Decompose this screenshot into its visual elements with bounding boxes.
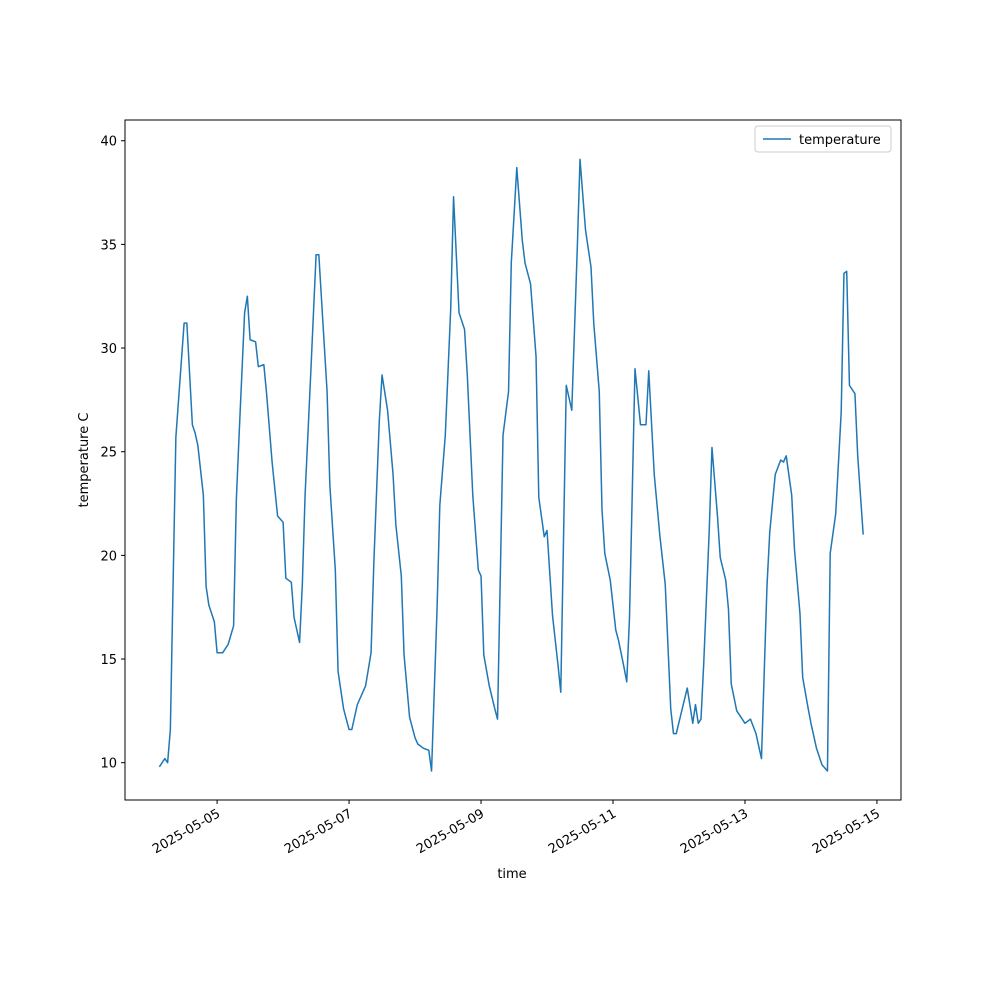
y-tick-label: 10 — [100, 757, 117, 772]
legend-label: temperature — [799, 133, 881, 148]
x-tick-label: 2025-05-07 — [282, 806, 355, 857]
legend-box — [754, 125, 892, 153]
y-tick-label: 35 — [100, 238, 117, 253]
y-axis-label: temperature C — [77, 413, 92, 508]
y-tick-label: 40 — [100, 135, 117, 150]
x-tick-label: 2025-05-13 — [678, 806, 751, 857]
y-tick-label: 25 — [100, 446, 117, 461]
line-series — [158, 158, 864, 772]
y-tick-label: 15 — [100, 653, 117, 668]
x-axis-label: time — [497, 867, 526, 882]
y-tick-label: 20 — [100, 549, 117, 564]
x-tick-label: 2025-05-09 — [414, 806, 487, 857]
y-tick-label: 30 — [100, 342, 117, 357]
x-tick-label: 2025-05-11 — [546, 806, 619, 857]
plot-frame — [124, 119, 902, 801]
x-tick-label: 2025-05-05 — [150, 806, 223, 857]
x-tick-label: 2025-05-15 — [810, 806, 883, 857]
